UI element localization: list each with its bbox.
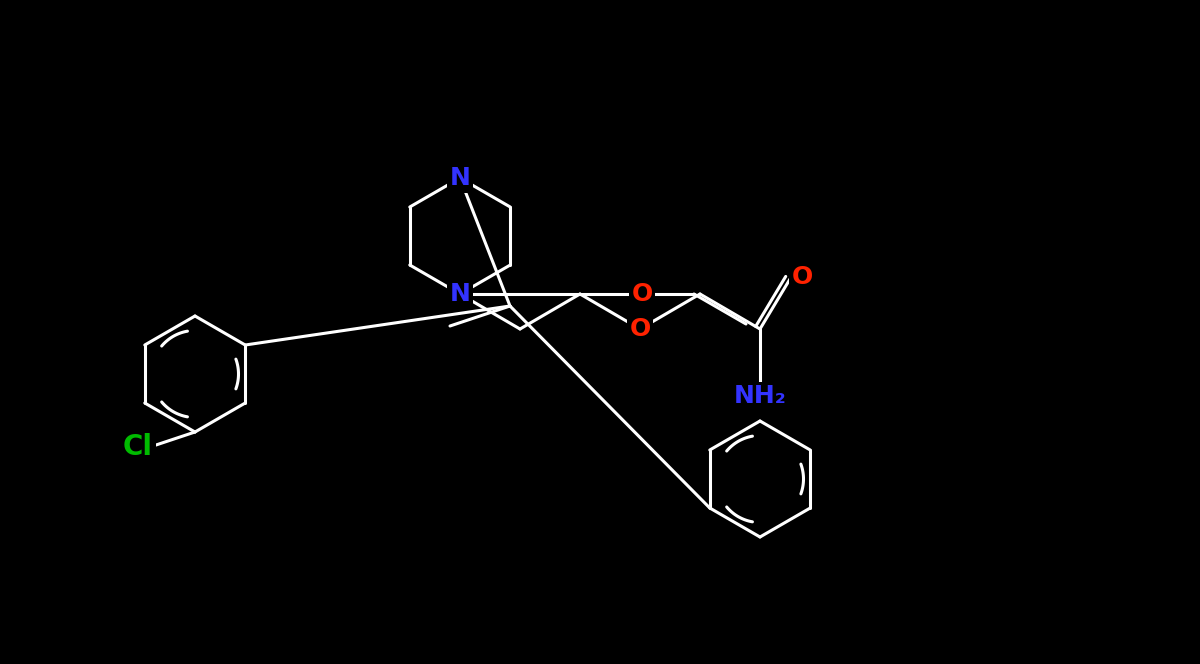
Text: O: O xyxy=(629,317,650,341)
Text: N: N xyxy=(450,166,470,190)
Text: Cl: Cl xyxy=(124,433,154,461)
Text: NH₂: NH₂ xyxy=(733,384,786,408)
Text: O: O xyxy=(791,265,812,289)
Text: O: O xyxy=(631,282,653,306)
Text: N: N xyxy=(450,282,470,306)
